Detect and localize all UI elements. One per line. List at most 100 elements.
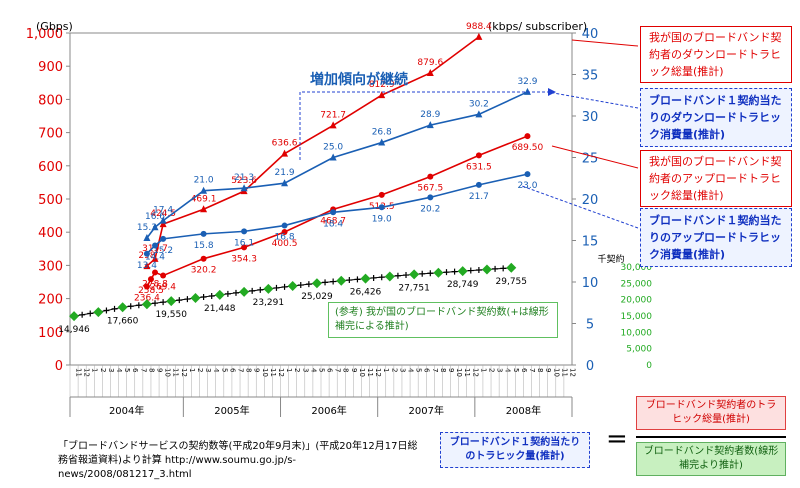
legend-blue-down: ブロードバンド１契約当たりのダウンロードトラヒック消費量(推計) xyxy=(640,88,792,147)
data-label-blue_up: 19.0 xyxy=(372,214,392,224)
marker-subs xyxy=(287,280,298,291)
data-label-subs: 25,029 xyxy=(301,292,333,302)
marker-red_up xyxy=(147,276,154,283)
marker-subs xyxy=(336,275,347,286)
subs-interp-cross xyxy=(403,272,410,279)
data-label-subs: 21,448 xyxy=(204,304,236,314)
marker-blue_up xyxy=(524,171,531,178)
data-label-blue_down: 30.2 xyxy=(469,99,489,109)
month-tick-label: 10 xyxy=(261,368,269,377)
data-label-blue_down: 28.9 xyxy=(420,110,440,120)
marker-subs xyxy=(141,299,152,310)
right-tick-label: 25 xyxy=(582,152,599,167)
data-label-red_up: 236.4 xyxy=(134,294,160,304)
subs-tick-label: 15,000 xyxy=(621,312,653,322)
subs-interp-cross xyxy=(103,307,110,314)
subs-tick-label: 10,000 xyxy=(621,328,653,338)
subs-tick-label: 30,000 xyxy=(621,263,653,273)
left-tick-label: 600 xyxy=(38,160,63,175)
month-tick-label: 12 xyxy=(180,368,188,377)
right-tick-label: 40 xyxy=(582,27,599,42)
legend-red-up: 我が国のブロードバンド契約者のアップロードトラヒック総量(推計) xyxy=(640,150,792,207)
marker-subs xyxy=(190,293,201,304)
month-tick-label: 6 xyxy=(131,368,139,373)
marker-red_down xyxy=(143,262,151,270)
month-tick-label: 7 xyxy=(431,368,439,372)
source-note: 「ブロードバンドサービスの契約数等(平成20年9月末)」(平成20年12月17日… xyxy=(58,441,418,480)
marker-red_up xyxy=(524,133,531,140)
left-tick-label: 1,000 xyxy=(26,27,63,42)
month-tick-label: 8 xyxy=(245,368,253,372)
subs-tick-label: 5,000 xyxy=(626,345,652,355)
month-tick-label: 12 xyxy=(568,368,576,377)
marker-red_down xyxy=(200,205,208,213)
left-tick-label: 900 xyxy=(38,60,63,75)
subs-interp-cross xyxy=(322,279,329,286)
year-label: 2006年 xyxy=(311,404,346,417)
left-tick-label: 300 xyxy=(38,259,63,274)
subs-axis-unit: 千契約 xyxy=(597,253,624,265)
subs-interp-cross xyxy=(475,266,482,273)
marker-subs xyxy=(506,262,517,273)
month-tick-label: 5 xyxy=(220,368,228,372)
data-label-blue_down: 21.3 xyxy=(234,173,254,183)
marker-red_down xyxy=(475,32,483,40)
month-tick-label: 4 xyxy=(309,368,317,373)
data-label-red_up: 689.50 xyxy=(512,143,544,153)
marker-blue_up xyxy=(152,242,159,249)
year-label: 2007年 xyxy=(409,404,444,417)
fraction-bar xyxy=(636,436,786,438)
marker-blue_down xyxy=(426,121,434,129)
marker-subs xyxy=(166,296,177,307)
subs-interp-cross xyxy=(176,297,183,304)
trend-label: 増加傾向が継続 xyxy=(310,71,408,88)
pointer-blue-up xyxy=(521,185,639,229)
month-tick-label: 5 xyxy=(317,368,325,372)
month-tick-label: 7 xyxy=(528,368,536,372)
month-tick-label: 5 xyxy=(512,368,520,372)
marker-subs xyxy=(433,267,444,278)
month-tick-label: 2 xyxy=(390,368,398,372)
month-tick-label: 2 xyxy=(293,368,301,372)
data-label-blue_down: 16.6 xyxy=(145,212,165,222)
month-tick-label: 5 xyxy=(123,368,131,372)
data-label-blue_down: 21.0 xyxy=(194,176,214,186)
subs-interp-cross xyxy=(135,302,142,309)
marker-subs xyxy=(239,286,250,297)
data-label-red_up: 567.5 xyxy=(417,184,443,194)
month-tick-label: 7 xyxy=(334,368,342,372)
left-tick-label: 500 xyxy=(38,193,63,208)
trend-arrowhead xyxy=(548,88,556,96)
pointer-blue-down xyxy=(547,91,639,109)
right-tick-label: 35 xyxy=(582,69,599,84)
subs-interp-cross xyxy=(160,299,167,306)
data-label-red_down: 523.6 xyxy=(231,176,257,186)
marker-blue_down xyxy=(143,234,151,242)
equals-sign: = xyxy=(606,424,628,454)
right-tick-label: 15 xyxy=(582,235,599,250)
marker-blue_down xyxy=(151,223,159,231)
subs-interp-cross xyxy=(492,265,499,272)
data-label-red_up: 354.3 xyxy=(231,254,257,264)
subs-interp-cross xyxy=(208,292,215,299)
subs-interp-cross xyxy=(281,283,288,290)
data-label-blue_down: 32.9 xyxy=(517,77,537,87)
data-label-red_down: 424.5 xyxy=(150,209,176,219)
year-label: 2008年 xyxy=(506,404,541,417)
data-label-red_down: 988.4 xyxy=(466,22,492,32)
month-tick-label: 3 xyxy=(107,368,115,372)
pointer-red-down xyxy=(571,39,639,47)
data-label-subs: 14,946 xyxy=(58,325,90,335)
subs-interp-cross xyxy=(152,300,159,307)
month-tick-label: 6 xyxy=(326,368,334,373)
month-tick-label: 11 xyxy=(269,368,277,377)
data-label-red_down: 319.7 xyxy=(142,244,168,254)
data-label-red_down: 721.7 xyxy=(320,110,346,120)
marker-blue_down xyxy=(329,153,337,161)
subs-tick-label: 0 xyxy=(646,361,652,371)
marker-red_down xyxy=(281,149,289,157)
data-label-subs: 17,660 xyxy=(107,316,139,326)
data-label-subs: 23,291 xyxy=(253,298,285,308)
data-label-blue_down: 15.3 xyxy=(137,223,157,233)
